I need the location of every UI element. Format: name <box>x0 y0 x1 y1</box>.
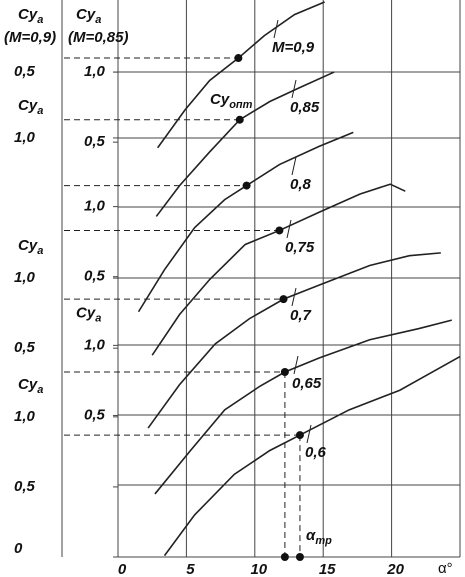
label-leader <box>291 156 297 176</box>
y-tick-label: 0,5 <box>14 478 36 495</box>
curve-label: 0,85 <box>290 99 320 116</box>
y-axis-label-main: Cy <box>18 6 38 23</box>
y-axis-label: Cya <box>76 304 101 324</box>
x-axis-label: α° <box>438 560 453 577</box>
y-axis-label-main: Cy <box>76 304 96 321</box>
curve-label: 0,7 <box>290 307 312 324</box>
curve <box>154 319 452 495</box>
curve <box>147 252 441 429</box>
y-axis-label-main: Cy <box>18 237 38 254</box>
optimum-point <box>279 295 288 304</box>
alpha-label-main: α <box>306 527 316 544</box>
y-axis-label: Cya <box>18 237 43 257</box>
y-tick-label: 1,0 <box>84 336 106 353</box>
alpha-point <box>295 553 304 561</box>
optimum-point <box>235 115 244 124</box>
optimum-point <box>295 431 304 440</box>
optimum-point <box>275 226 284 235</box>
static-grid <box>61 0 461 558</box>
y-axis-label-sub: a <box>37 14 43 26</box>
y-axis-note: (M=0,85) <box>68 29 128 46</box>
y-tick-label: 0,5 <box>84 406 106 423</box>
y-tick-label: 1,0 <box>84 63 106 80</box>
curve <box>163 355 461 557</box>
y-tick-label: 0,5 <box>14 63 36 80</box>
curve-label: 0,65 <box>292 375 322 392</box>
curve <box>157 1 325 149</box>
y-axis-label-sub: a <box>37 384 43 396</box>
optimum-label: Cyопт <box>210 91 253 111</box>
y-tick-label: 0,5 <box>14 339 36 356</box>
x-tick-label: 20 <box>386 561 404 577</box>
curve <box>155 71 335 217</box>
alpha-label: αтр <box>306 527 332 547</box>
y-axis-label: Cya <box>18 6 43 26</box>
y-tick-label: 1,0 <box>14 129 36 146</box>
curve-label: 0,6 <box>305 444 327 461</box>
y-tick-label: 1,0 <box>14 269 36 286</box>
y-axis-label-sub: a <box>95 312 101 324</box>
optimum-label-sub: опт <box>229 99 252 111</box>
curve-label: M=0,9 <box>272 39 315 56</box>
label-leader <box>286 219 292 239</box>
curve <box>151 183 406 356</box>
y-axis-label-sub: a <box>37 245 43 257</box>
y-tick-label: 1,0 <box>14 408 36 425</box>
x-tick-label: 0 <box>118 561 127 577</box>
y-axis-label-sub: a <box>95 14 101 26</box>
optimum-point <box>234 54 243 63</box>
optimum-point <box>242 181 251 190</box>
curve <box>137 131 354 313</box>
label-leader <box>291 287 297 307</box>
x-tick-label: 15 <box>319 561 336 577</box>
y-tick-label: 0,5 <box>84 268 106 285</box>
y-tick-label: 1,0 <box>84 198 106 215</box>
y-axis-label: Cya <box>18 97 43 117</box>
alpha-label-sub: тр <box>315 535 332 547</box>
y-axis-note: (M=0,9) <box>4 29 56 46</box>
optimum-label-main: Cy <box>210 91 230 108</box>
y-tick-label: 0 <box>14 540 23 557</box>
curve-label: 0,8 <box>290 176 312 193</box>
y-axis-label-main: Cy <box>76 6 96 23</box>
optimum-point <box>280 368 289 376</box>
y-tick-label: 0,5 <box>84 133 106 150</box>
y-axis-label-sub: a <box>37 105 43 117</box>
label-leader <box>306 424 312 444</box>
x-tick-label: 10 <box>250 561 267 577</box>
y-axis-label: Cya <box>76 6 101 26</box>
y-axis-label-main: Cy <box>18 376 38 393</box>
curve-label: 0,75 <box>285 239 315 256</box>
x-tick-label: 5 <box>186 561 195 577</box>
y-axis-label: Cya <box>18 376 43 396</box>
label-leader <box>293 355 299 375</box>
y-axis-label-main: Cy <box>18 97 38 114</box>
alpha-point <box>280 553 289 561</box>
label-leader <box>273 19 279 39</box>
label-leader <box>291 79 297 99</box>
